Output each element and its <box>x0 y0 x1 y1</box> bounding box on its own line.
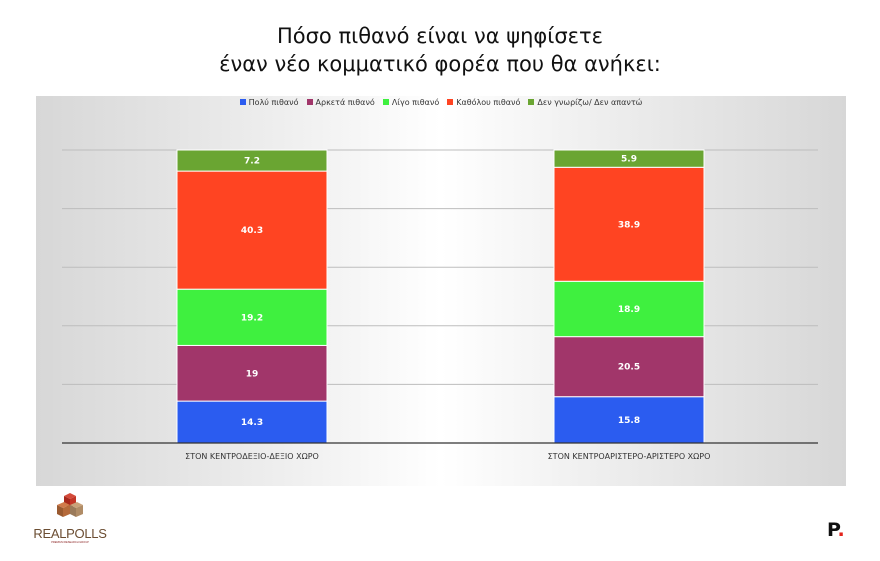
data-label: 7.2 <box>244 157 260 167</box>
data-label: 15.8 <box>618 416 640 426</box>
realpolls-logo: REALPOLLS PREMIUM RESEARCH GROUP <box>30 490 110 550</box>
legend-swatch <box>447 99 454 105</box>
data-label: 40.3 <box>241 226 263 236</box>
legend-item-series-3: Καθόλου πιθανό <box>447 98 520 107</box>
legend-label: Δεν γνωρίζω/ Δεν απαντώ <box>537 98 643 107</box>
bar-segment-1-series-3 <box>553 166 705 282</box>
realpolls-logo-icon <box>57 493 83 517</box>
chart-legend: Πολύ πιθανό Αρκετά πιθανό Λίγο πιθανό Καθόλ… <box>36 98 846 107</box>
bar-segment-0-series-2 <box>176 288 328 346</box>
p-logo-letter: P <box>827 519 838 541</box>
data-label: 18.9 <box>618 305 640 315</box>
legend-swatch <box>382 99 389 105</box>
bar-segment-1-series-0 <box>553 396 705 444</box>
bar-segment-0-series-1 <box>176 344 328 402</box>
p-logo: P. <box>827 519 845 541</box>
legend-swatch <box>528 99 535 105</box>
p-logo-dot: . <box>837 519 845 541</box>
data-label: 5.9 <box>621 155 637 165</box>
data-label: 19.2 <box>241 313 263 323</box>
chart-title-line-1: Πόσο πιθανό είναι να ψηφίσετε <box>276 24 603 48</box>
realpolls-logo-text: REALPOLLS <box>33 526 107 541</box>
legend-label: Πολύ πιθανό <box>248 98 299 107</box>
legend-label: Αρκετά πιθανό <box>315 98 375 107</box>
data-label: 20.5 <box>618 363 640 373</box>
plot-area-background <box>36 96 846 486</box>
realpolls-logo-subtext: PREMIUM RESEARCH GROUP <box>51 541 89 544</box>
legend-swatch <box>306 99 313 105</box>
bar-segment-1-series-2 <box>553 280 705 338</box>
legend-label: Καθόλου πιθανό <box>456 98 521 107</box>
bar-segment-1-series-4 <box>553 149 705 168</box>
data-label: 14.3 <box>241 418 263 428</box>
data-label: 38.9 <box>618 220 640 230</box>
bar-segment-0-series-3 <box>176 170 328 290</box>
x-tick-label: ΣΤΟΝ ΚΕΝΤΡΟΔΕΞΙΟ-ΔΕΞΙΟ ΧΩΡΟ <box>185 452 319 461</box>
data-label: 19 <box>246 369 259 379</box>
legend-item-series-4: Δεν γνωρίζω/ Δεν απαντώ <box>528 98 642 107</box>
x-tick-label: ΣΤΟΝ ΚΕΝΤΡΟΑΡΙΣΤΕΡΟ-ΑΡΙΣΤΕΡΟ ΧΩΡΟ <box>548 452 711 461</box>
legend-item-series-2: Λίγο πιθανό <box>382 98 440 107</box>
legend-swatch <box>239 99 246 105</box>
bar-segment-0-series-4 <box>176 149 328 172</box>
legend-item-series-0: Πολύ πιθανό <box>239 98 299 107</box>
legend-label: Λίγο πιθανό <box>391 98 440 107</box>
chart-title-line-2: έναν νέο κομματικό φορέα που θα ανήκει: <box>219 52 661 76</box>
legend-item-series-1: Αρκετά πιθανό <box>306 98 375 107</box>
chart-title: Πόσο πιθανό είναι να ψηφίσετε έναν νέο κ… <box>0 22 880 78</box>
